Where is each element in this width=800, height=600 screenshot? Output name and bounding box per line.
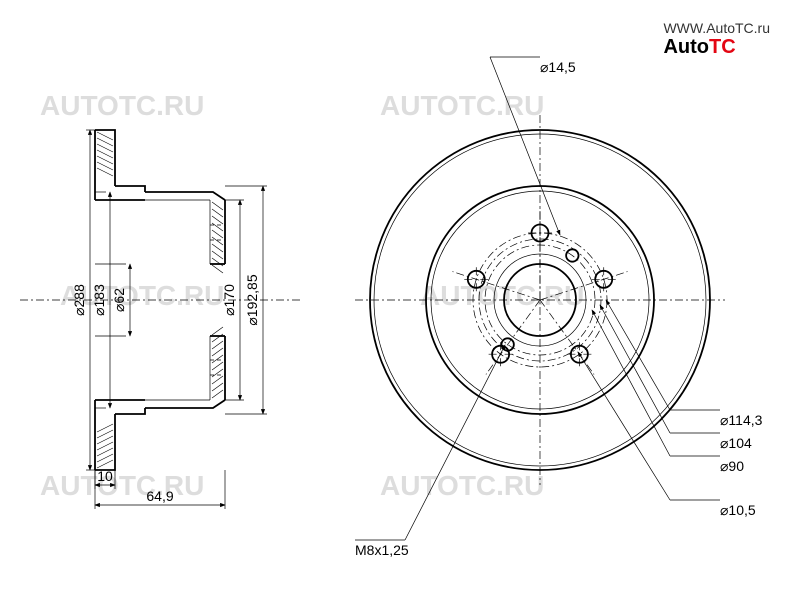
svg-text:10: 10 — [97, 468, 113, 484]
svg-text:⌀288: ⌀288 — [71, 284, 87, 316]
svg-text:64,9: 64,9 — [146, 488, 173, 504]
svg-text:M8x1,25: M8x1,25 — [355, 542, 409, 558]
svg-text:⌀10,5: ⌀10,5 — [720, 502, 756, 518]
svg-text:⌀62: ⌀62 — [111, 288, 127, 312]
svg-text:⌀90: ⌀90 — [720, 458, 744, 474]
svg-text:⌀192,85: ⌀192,85 — [244, 274, 260, 325]
svg-text:⌀183: ⌀183 — [91, 284, 107, 316]
svg-text:⌀114,3: ⌀114,3 — [720, 412, 763, 428]
svg-text:⌀14,5: ⌀14,5 — [540, 59, 576, 75]
svg-text:⌀104: ⌀104 — [720, 435, 752, 451]
svg-text:⌀170: ⌀170 — [221, 284, 237, 316]
drawing-svg: ⌀288⌀183⌀62 ⌀170 ⌀192,85 10 64,9 ⌀14,5 M8x1,2… — [0, 0, 800, 600]
